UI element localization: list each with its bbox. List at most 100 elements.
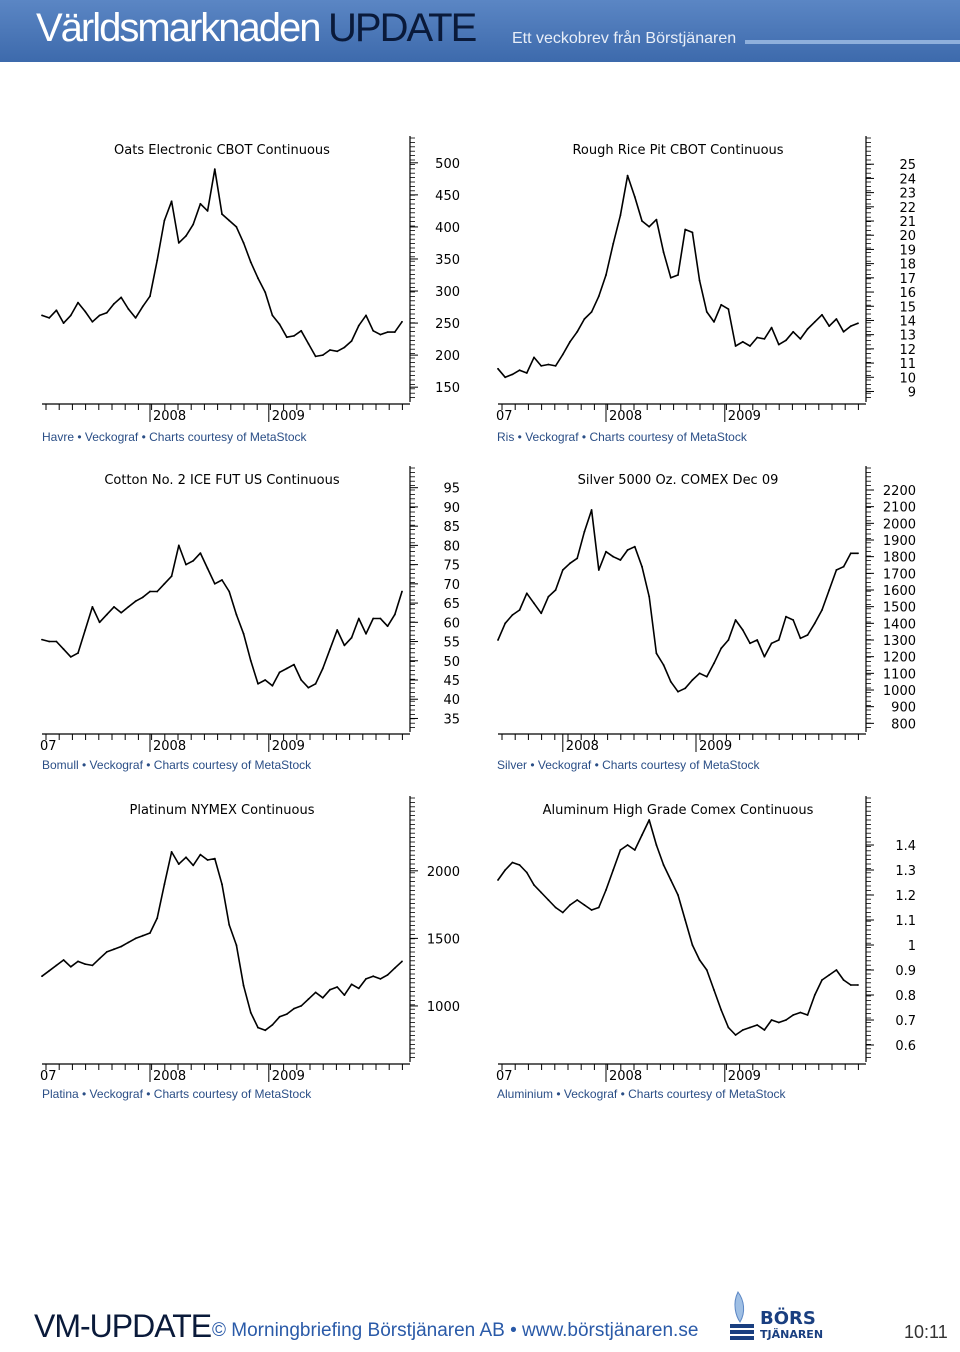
y-tick-label: 1 [908,939,916,954]
data-point [857,322,859,325]
data-point [170,575,173,578]
data-point [756,336,759,339]
data-point [835,569,838,571]
data-point [156,917,159,919]
data-point [249,1011,252,1014]
y-tick-label: 21 [899,215,916,230]
footer-copyright-link[interactable]: © Morningbriefing Börstjänaren AB • www.… [212,1320,699,1341]
data-point [540,891,543,894]
data-point [857,552,859,555]
data-point [547,899,550,901]
data-point [662,864,665,866]
data-point [257,1026,259,1029]
y-tick-label: 1100 [883,667,916,682]
data-point [321,996,324,999]
chart-panel-cotton: Cotton No. 2 ICE FUT US Continuous 35 40 45… [40,460,480,780]
data-point [605,889,607,891]
caption-aluminium: Aluminium • Veckograf • Charts courtesy … [497,1087,786,1101]
data-point [48,640,51,643]
data-point [386,625,389,628]
data-point [792,619,795,621]
y-tick-label: 500 [435,157,460,172]
data-point [293,663,295,666]
data-point [612,869,615,871]
data-point [713,989,715,991]
data-point [669,680,672,683]
data-point [329,648,331,651]
data-point [842,565,845,568]
x-tick-label: 2008 [566,739,599,754]
chart-panel-rice: Rough Rice Pit CBOT Continuous 9 10 11 12 13 1… [496,130,936,450]
x-tick-label: 2009 [728,409,761,424]
y-tick-label: 1.4 [895,839,916,854]
data-point [278,671,281,674]
data-point [763,655,766,658]
data-point [605,274,607,276]
data-point [561,911,564,914]
x-tick-label: 2008 [153,1069,186,1084]
data-point [120,945,123,948]
y-tick-label: 1700 [883,567,916,582]
data-point [170,200,173,203]
y-tick-label: 1.1 [895,914,916,929]
y-tick-label: 35 [443,712,460,727]
data-point [149,932,151,934]
data-point [134,317,137,319]
data-point [163,883,166,886]
series-line [497,819,858,1036]
data-point [393,967,396,969]
y-tick-label: 15 [899,300,916,315]
data-point [113,606,115,608]
data-point [518,369,521,372]
data-point [120,611,123,614]
data-point [698,672,701,675]
data-point [792,1014,795,1016]
chart-svg: Rough Rice Pit CBOT Continuous9101112131… [496,136,916,424]
y-tick-label: 0.6 [895,1039,916,1054]
data-point [756,639,759,641]
data-point [91,606,94,608]
data-point [684,919,687,921]
y-tick-label: 45 [443,674,460,689]
data-point [357,324,360,327]
data-point [533,356,535,359]
y-tick-label: 0.8 [895,989,916,1004]
data-point [720,647,723,650]
data-point [357,617,360,620]
data-point [633,545,636,548]
data-point [141,934,144,937]
data-point [177,242,180,244]
data-point [249,261,252,264]
data-point [228,924,231,926]
data-point [185,856,187,859]
data-point [192,864,195,867]
data-point [163,582,166,585]
data-point [497,879,499,881]
caption-oats: Havre • Veckograf • Charts courtesy of M… [42,430,307,444]
series-line [41,851,403,1032]
data-point [792,330,795,333]
data-point [698,279,701,282]
data-point [525,592,528,595]
chart-svg: Platinum NYMEX Continuous 1000 1500 2000 07 2… [40,796,460,1084]
data-point [590,509,593,511]
data-point [105,951,108,953]
header-title: Världsmarknaden [36,6,321,50]
data-point [684,687,687,690]
data-point [597,295,600,298]
data-point [698,959,701,961]
data-point [98,957,101,960]
data-point [206,210,209,212]
data-point [655,652,658,655]
data-point [785,339,787,342]
data-point [386,331,389,333]
data-point [612,555,615,558]
data-point [691,944,694,946]
y-tick-label: 1200 [883,651,916,666]
y-tick-label: 18 [899,258,916,273]
data-point [134,600,137,603]
data-point [55,640,58,643]
y-tick-label: 75 [443,559,460,574]
chart-title: Oats Electronic CBOT Continuous [114,143,330,158]
data-point [734,1034,737,1036]
